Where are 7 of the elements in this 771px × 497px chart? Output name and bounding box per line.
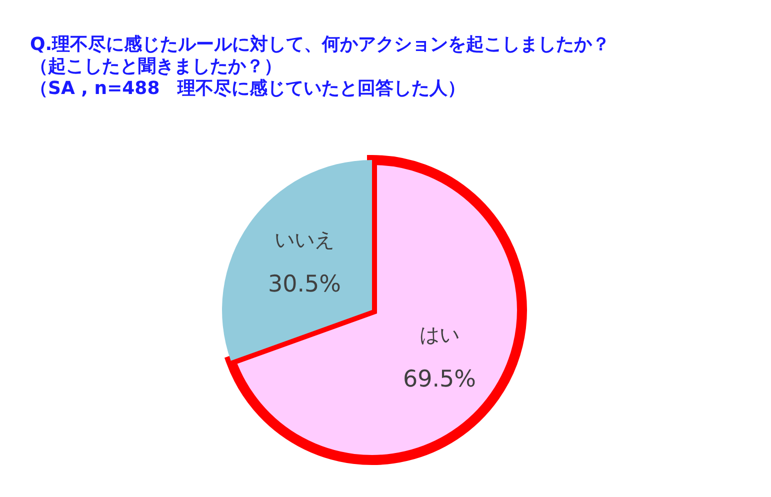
data-label: 30.5% <box>268 272 342 298</box>
chart-title: Q.理不尽に感じたルールに対して、何かアクションを起こしましたか？ <box>30 34 610 55</box>
text: （SA , n=488 理不尽に感じていたと回答した人） <box>30 78 466 99</box>
slice-label: いいえ <box>274 228 335 252</box>
chart-subtitle: （起こしたと聞きましたか？） <box>30 56 282 77</box>
slice-label: はい <box>419 322 460 346</box>
data-label: 69.5% <box>402 366 476 392</box>
